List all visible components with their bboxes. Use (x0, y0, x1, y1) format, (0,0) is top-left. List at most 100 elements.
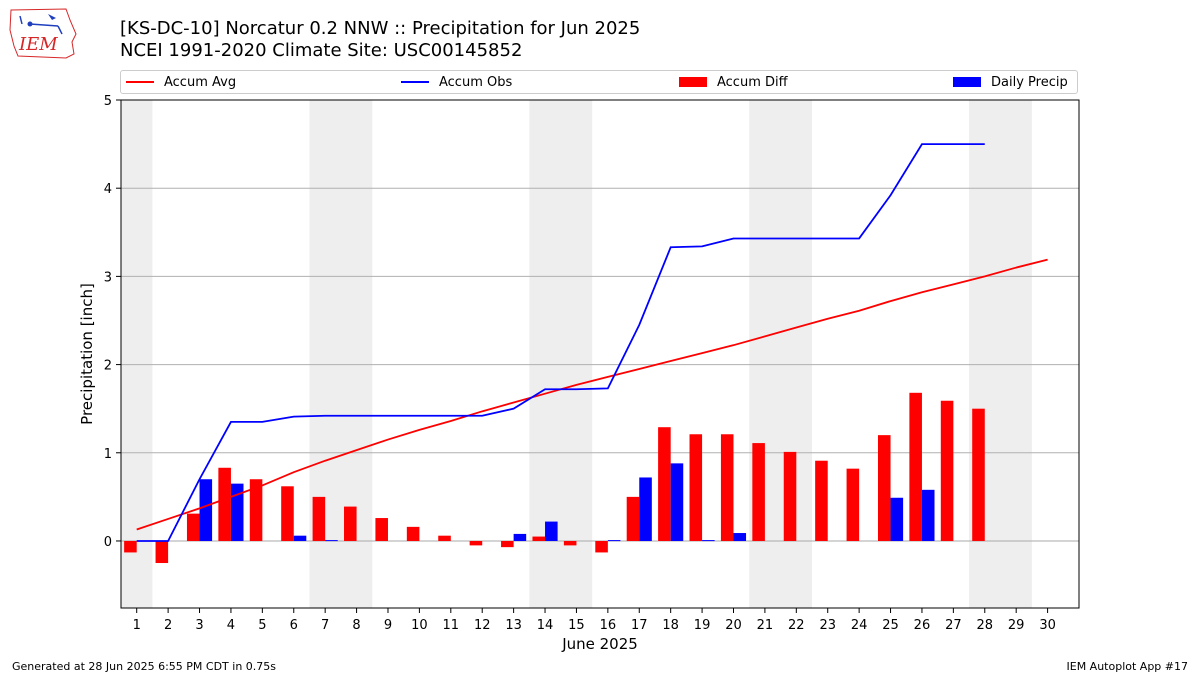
x-axis-label: June 2025 (561, 635, 638, 653)
bar-daily-precip-day-7 (325, 540, 338, 542)
x-tick-label: 4 (227, 618, 235, 633)
logo-text: IEM (18, 34, 58, 55)
line-accum-avg (136, 258, 1048, 531)
x-tick-label: 28 (976, 618, 993, 633)
x-tick-label: 15 (568, 618, 585, 633)
x-tick-label: 20 (725, 618, 742, 633)
bar-daily-precip-day-20 (733, 533, 747, 541)
legend-label-accum-diff: Accum Diff (717, 74, 788, 90)
bar-accum-diff-day-23 (815, 460, 828, 541)
legend-swatch-daily-precip (953, 77, 981, 87)
x-tick-label: 29 (1008, 618, 1025, 633)
bar-daily-precip-day-26 (921, 489, 935, 541)
legend-label-accum-avg: Accum Avg (164, 74, 237, 90)
x-tick-label: 1 (133, 618, 141, 633)
generated-footer: Generated at 28 Jun 2025 6:55 PM CDT in … (12, 660, 277, 673)
app-footer: IEM Autoplot App #17 (1066, 660, 1189, 673)
bar-accum-diff-day-13 (501, 540, 514, 548)
bar-accum-diff-day-6 (281, 486, 294, 541)
bar-accum-diff-day-17 (626, 496, 640, 541)
bar-daily-precip-day-16 (607, 540, 621, 542)
bar-accum-diff-day-3 (186, 513, 200, 541)
x-tick-label: 22 (788, 618, 805, 633)
legend: Accum Avg Accum Obs Accum Diff Daily Pre… (120, 70, 1078, 94)
bar-daily-precip-day-14 (545, 521, 558, 541)
x-tick-label: 19 (694, 618, 711, 633)
iem-logo: IEM (9, 8, 77, 59)
x-tick-label: 17 (631, 618, 648, 633)
legend-swatch-accum-avg (126, 81, 154, 83)
legend-item-accum-diff: Accum Diff (679, 74, 788, 90)
bar-accum-diff-day-5 (249, 479, 263, 541)
bar-accum-diff-day-16 (595, 540, 608, 553)
bar-accum-diff-day-26 (909, 392, 922, 541)
bar-accum-diff-day-28 (972, 408, 985, 541)
x-tick-label: 7 (321, 618, 329, 633)
x-tick-label: 25 (882, 618, 899, 633)
y-tick-label: 5 (104, 94, 112, 109)
bar-accum-diff-day-1 (124, 540, 137, 553)
bar-accum-diff-day-14 (532, 536, 546, 541)
bar-accum-diff-day-27 (940, 400, 954, 541)
plot-frame (120, 99, 1080, 609)
weekend-band (121, 100, 153, 608)
bar-accum-diff-day-4 (218, 467, 231, 541)
legend-label-accum-obs: Accum Obs (439, 74, 513, 90)
x-tick-label: 8 (352, 618, 360, 633)
bar-accum-diff-day-15 (563, 540, 577, 546)
x-tick-label: 26 (914, 618, 931, 633)
bar-daily-precip-day-25 (890, 497, 904, 541)
bar-accum-diff-day-20 (720, 434, 734, 541)
x-tick-label: 21 (757, 618, 774, 633)
legend-item-daily-precip: Daily Precip (953, 74, 1068, 90)
x-tick-label: 27 (945, 618, 962, 633)
legend-item-accum-avg: Accum Avg (126, 74, 236, 90)
bar-daily-precip-day-13 (513, 533, 527, 541)
x-tick-label: 11 (443, 618, 460, 633)
x-tick-label: 10 (411, 618, 428, 633)
x-tick-label: 3 (195, 618, 203, 633)
bar-daily-precip-day-17 (639, 477, 652, 541)
x-tick-label: 23 (819, 618, 836, 633)
bar-daily-precip-day-18 (670, 463, 684, 541)
y-axis-label: Precipitation [inch] (78, 283, 96, 425)
bar-accum-diff-day-24 (846, 468, 860, 541)
bar-accum-diff-day-9 (375, 518, 388, 541)
legend-item-accum-obs: Accum Obs (401, 74, 512, 90)
x-tick-label: 30 (1039, 618, 1056, 633)
x-tick-label: 14 (537, 618, 554, 633)
x-tick-label: 16 (600, 618, 617, 633)
x-tick-label: 2 (164, 618, 172, 633)
bar-accum-diff-day-19 (689, 434, 703, 541)
bar-accum-diff-day-22 (783, 451, 797, 541)
x-tick-label: 5 (258, 618, 266, 633)
x-tick-label: 12 (474, 618, 491, 633)
x-tick-label: 18 (662, 618, 679, 633)
bar-daily-precip-day-6 (293, 535, 307, 541)
bar-accum-diff-day-2 (155, 540, 169, 564)
bar-accum-diff-day-21 (752, 443, 765, 541)
line-accum-obs (136, 143, 985, 542)
weekend-band (529, 100, 593, 608)
legend-swatch-accum-diff (679, 77, 707, 87)
bar-accum-diff-day-18 (658, 427, 671, 541)
bar-accum-diff-day-25 (877, 435, 891, 541)
y-tick-label: 0 (104, 535, 112, 550)
chart-title: [KS-DC-10] Norcatur 0.2 NNW :: Precipita… (120, 18, 641, 39)
bar-accum-diff-day-10 (406, 526, 420, 541)
legend-swatch-accum-obs (401, 81, 429, 83)
legend-label-daily-precip: Daily Precip (991, 74, 1068, 90)
x-tick-label: 13 (505, 618, 522, 633)
y-tick-label: 4 (104, 182, 112, 197)
bar-daily-precip-day-3 (199, 479, 213, 541)
x-tick-label: 24 (851, 618, 868, 633)
bar-accum-diff-day-8 (344, 506, 357, 541)
x-tick-label: 9 (384, 618, 392, 633)
y-tick-label: 2 (104, 359, 112, 374)
bar-accum-diff-day-7 (312, 496, 326, 541)
y-tick-label: 1 (104, 447, 112, 462)
bar-daily-precip-day-4 (230, 483, 244, 541)
x-tick-label: 6 (290, 618, 298, 633)
y-tick-label: 3 (104, 270, 112, 285)
